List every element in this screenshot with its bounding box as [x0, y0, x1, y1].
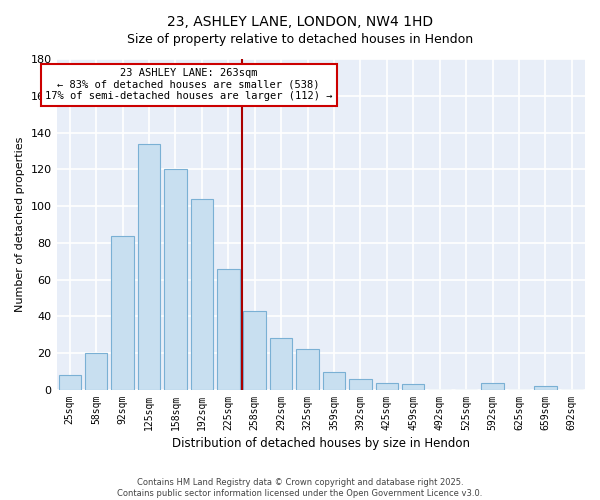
X-axis label: Distribution of detached houses by size in Hendon: Distribution of detached houses by size …	[172, 437, 470, 450]
Text: 23, ASHLEY LANE, LONDON, NW4 1HD: 23, ASHLEY LANE, LONDON, NW4 1HD	[167, 15, 433, 29]
Bar	[270, 338, 292, 390]
Bar	[323, 372, 345, 390]
Bar	[85, 353, 107, 390]
Bar	[481, 382, 504, 390]
Bar	[59, 375, 81, 390]
Text: Size of property relative to detached houses in Hendon: Size of property relative to detached ho…	[127, 32, 473, 46]
Bar	[402, 384, 424, 390]
Bar	[349, 379, 371, 390]
Text: 23 ASHLEY LANE: 263sqm
← 83% of detached houses are smaller (538)
17% of semi-de: 23 ASHLEY LANE: 263sqm ← 83% of detached…	[45, 68, 332, 102]
Bar	[217, 268, 239, 390]
Bar	[138, 144, 160, 390]
Bar	[244, 311, 266, 390]
Bar	[164, 170, 187, 390]
Bar	[376, 382, 398, 390]
Bar	[191, 198, 213, 390]
Text: Contains HM Land Registry data © Crown copyright and database right 2025.
Contai: Contains HM Land Registry data © Crown c…	[118, 478, 482, 498]
Y-axis label: Number of detached properties: Number of detached properties	[15, 137, 25, 312]
Bar	[296, 350, 319, 390]
Bar	[112, 236, 134, 390]
Bar	[534, 386, 557, 390]
